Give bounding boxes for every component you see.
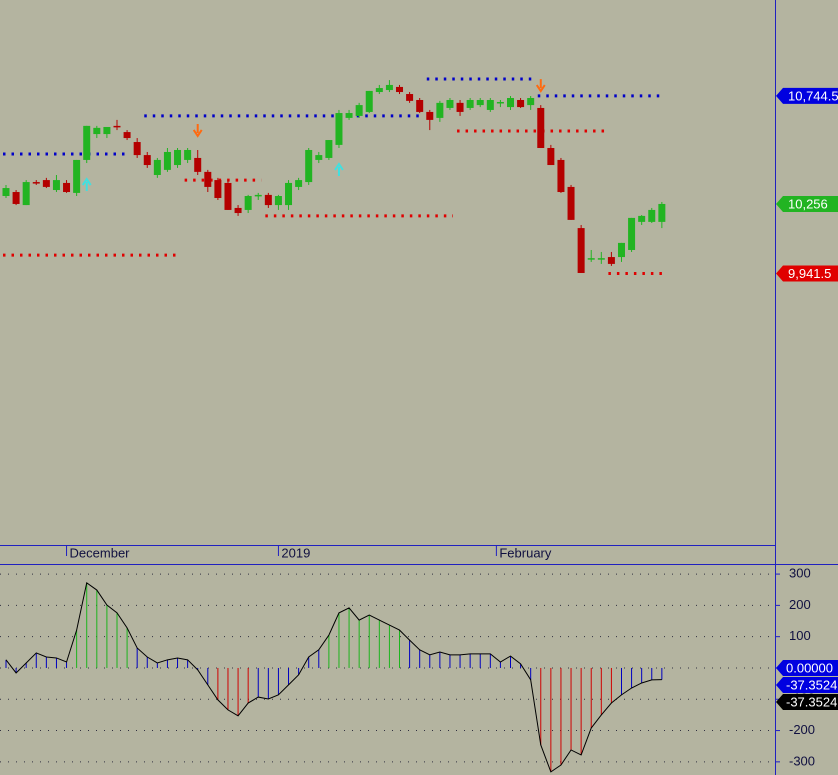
price-label-box [776,195,838,212]
candle-body [103,126,111,135]
candle-body [355,105,363,116]
candle-body [436,102,444,118]
candle-body [446,99,454,108]
candle-body [486,99,494,110]
y-tick-label: 200 [789,597,811,612]
candle-body [2,188,10,197]
candle-body [214,180,222,198]
candle-body [264,194,272,206]
candle-body [527,98,535,106]
candle-body [174,149,182,166]
y-tick-label: -300 [789,753,815,768]
candle-body [335,113,343,145]
signal-arrow [535,79,546,93]
candle-body [365,90,373,112]
candle-body [194,157,202,172]
candle-body [587,258,595,260]
candle-body [406,94,414,101]
date-label: December [70,545,131,560]
candle-body [345,113,353,118]
date-label: February [499,545,552,560]
candle-body [577,228,585,273]
candle-body [456,102,464,112]
candle-body [385,84,393,91]
candle-body [32,182,40,184]
price-label: 9,941.5 [788,266,831,281]
candle-body [617,242,625,258]
signal-arrow [81,177,92,192]
candle-body [224,182,232,210]
value-label-box [776,659,838,676]
candle-body [12,192,20,204]
candle-body [113,125,121,128]
candle-body [133,142,141,156]
candle-body [658,203,666,222]
value-label-box [776,693,838,710]
candle-body [396,86,404,93]
candle-body [244,196,252,210]
candle-body [73,159,81,193]
candle-body [315,155,323,160]
candle-body [567,186,575,220]
candle-body [163,151,171,170]
value-label: 0.00000 [786,660,833,675]
candle-body [416,99,424,112]
candle-body [153,159,161,175]
candle-body [325,140,333,158]
candle-body [607,257,615,264]
candle-body [63,182,71,193]
candle-body [476,99,484,106]
signal-arrow [192,123,203,138]
candle-body [234,207,242,214]
candle-body [93,127,101,135]
candle-body [204,171,212,187]
price-label: 10,744.5 [788,88,838,103]
candle-body [274,196,282,206]
y-tick-label: 300 [789,566,811,581]
candle-body [254,194,262,197]
candle-body [83,125,91,160]
signal-arrow [334,162,344,176]
candle-body [123,132,131,139]
oscillator-line [5,581,662,773]
price-label-box [776,87,838,104]
candle-body [597,258,605,260]
value-label: -37.3524 [786,677,837,692]
candle-body [426,111,434,120]
candle-body [547,147,555,166]
candle-body [375,88,383,93]
candle-body [517,99,525,108]
candle-body [52,180,60,191]
price-label-box [776,265,838,282]
value-label: -37.3524 [786,694,837,709]
candle-body [496,101,504,104]
value-label-box [776,676,838,693]
price-label: 10,256 [788,196,828,211]
candle-body [537,107,545,148]
y-tick-label: -200 [789,722,815,737]
candle-body [638,215,646,222]
candle-body [22,182,30,206]
candle-body [305,149,313,183]
candle-body [184,149,192,160]
candle-body [42,180,50,187]
candle-body [466,99,474,108]
candle-body [295,180,303,187]
candle-body [143,155,151,166]
candle-body [507,98,514,108]
candle-body [285,182,293,206]
y-tick-label: 100 [789,628,811,643]
candle-body [648,209,656,222]
date-label: 2019 [281,545,310,560]
candle-body [628,217,636,250]
candle-body [557,159,565,193]
